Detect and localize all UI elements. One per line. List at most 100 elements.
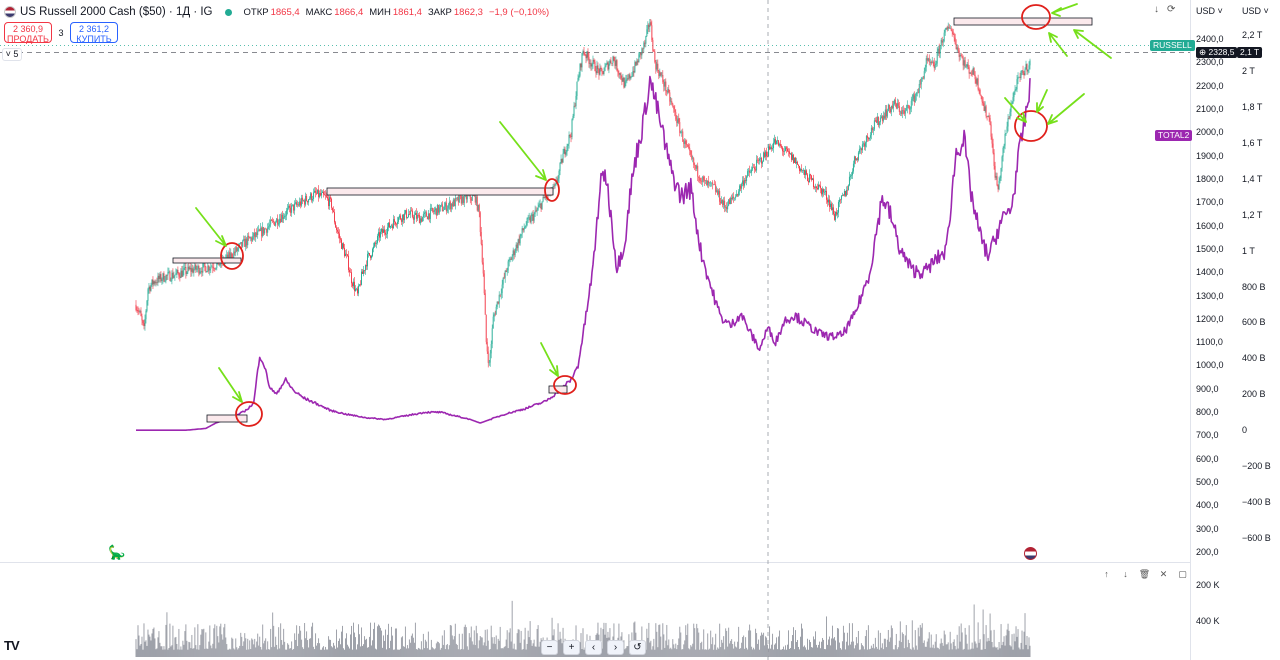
volume-bar xyxy=(937,647,939,657)
volume-bar xyxy=(854,645,856,657)
candle xyxy=(668,84,670,94)
volume-bar xyxy=(805,647,806,657)
candle xyxy=(174,274,176,281)
volume-bar xyxy=(799,649,800,657)
candle xyxy=(527,214,529,223)
close-icon[interactable]: ✕ xyxy=(1159,569,1168,579)
sell-button[interactable]: 2 360,9 ПРОДАТЬ xyxy=(4,22,52,44)
candle xyxy=(588,52,590,68)
indicators-toggle[interactable]: ˅ 5 xyxy=(2,48,22,61)
volume-bar xyxy=(451,635,453,657)
candle xyxy=(830,201,832,211)
volume-bar xyxy=(489,649,491,657)
volume-bar xyxy=(237,649,239,657)
candle xyxy=(698,176,700,183)
move-up-icon[interactable]: ↑ xyxy=(1104,569,1109,579)
delete-icon[interactable]: 🗑 xyxy=(1138,569,1151,579)
candle xyxy=(902,105,904,115)
volume-bar xyxy=(142,649,144,657)
scroll-right-button[interactable]: › xyxy=(607,640,624,655)
zoom-out-button[interactable]: − xyxy=(541,640,558,655)
zoom-in-button[interactable]: + xyxy=(563,640,580,655)
reset-view-button[interactable]: ↺ xyxy=(629,640,646,655)
volume-bar xyxy=(919,624,921,657)
volume-bar xyxy=(878,649,880,657)
candle xyxy=(596,60,598,75)
volume-bar xyxy=(346,633,347,657)
candle xyxy=(786,146,787,154)
candle xyxy=(927,57,929,62)
candle xyxy=(177,266,179,275)
candle xyxy=(688,143,690,150)
arrow-down-icon[interactable]: ↓ xyxy=(1154,4,1159,15)
candle xyxy=(782,146,784,156)
volume-bar xyxy=(313,646,315,657)
scroll-left-button[interactable]: ‹ xyxy=(585,640,602,655)
volume-bar xyxy=(205,632,207,657)
volume-bar xyxy=(164,649,166,657)
candle xyxy=(571,118,573,140)
currency-select-left[interactable]: USD ˅ xyxy=(1196,6,1223,16)
volume-bar xyxy=(290,648,292,657)
volume-bar xyxy=(795,630,796,657)
dino-icon[interactable]: 🦕 xyxy=(108,544,126,560)
volume-bar xyxy=(681,649,683,657)
move-down-icon[interactable]: ↓ xyxy=(1123,569,1128,579)
volume-bar xyxy=(691,646,693,657)
candle xyxy=(135,300,137,312)
candle xyxy=(961,53,963,59)
candle xyxy=(771,145,773,152)
volume-bar xyxy=(842,625,844,657)
candle xyxy=(386,222,388,239)
volume-bar xyxy=(539,641,541,657)
currency-select-right[interactable]: USD ˅ xyxy=(1242,6,1269,16)
candle xyxy=(616,59,618,72)
candle xyxy=(734,197,736,201)
total2-name-tag: TOTAL2 xyxy=(1155,130,1193,141)
candle xyxy=(638,52,640,63)
candle xyxy=(534,205,536,218)
volume-bar xyxy=(783,646,785,657)
volume-bar xyxy=(520,630,522,657)
volume-bar xyxy=(849,644,851,657)
volume-bar xyxy=(851,623,853,657)
volume-bar xyxy=(912,647,914,657)
candle xyxy=(189,265,191,271)
candle xyxy=(379,227,380,243)
volume-bar xyxy=(347,644,348,657)
volume-bar xyxy=(836,628,838,657)
buy-button[interactable]: 2 361,2 КУПИТЬ xyxy=(70,22,118,44)
volume-bar xyxy=(481,637,483,657)
volume-bar xyxy=(466,646,468,657)
candle xyxy=(976,77,978,86)
volume-bar xyxy=(300,630,302,657)
candle xyxy=(725,205,727,212)
candle xyxy=(901,106,903,119)
candle xyxy=(624,77,626,89)
candle xyxy=(939,45,941,59)
volume-bar xyxy=(141,636,143,657)
volume-bar xyxy=(770,648,772,657)
volume-bar xyxy=(747,649,749,657)
volume-bar xyxy=(534,646,536,657)
symbol-title[interactable]: US Russell 2000 Cash ($50) · 1Д · IG xyxy=(20,6,213,18)
volume-bar xyxy=(918,636,920,657)
reset-icon[interactable]: ⟳ xyxy=(1167,4,1176,15)
candle xyxy=(170,277,172,283)
candle xyxy=(441,201,443,212)
volume-bar xyxy=(165,624,167,657)
low-value: 1861,4 xyxy=(392,6,422,18)
candle xyxy=(995,172,997,180)
us-flag-event-icon[interactable] xyxy=(1024,547,1037,560)
volume-bar xyxy=(288,644,290,657)
candle xyxy=(802,169,803,173)
candle xyxy=(926,53,928,64)
candle xyxy=(412,214,414,224)
volume-bar xyxy=(342,625,343,657)
candle xyxy=(907,104,909,109)
volume-bar xyxy=(808,649,809,657)
maximize-icon[interactable]: ▢ xyxy=(1178,569,1187,579)
candle xyxy=(173,271,175,279)
candle xyxy=(911,94,913,106)
